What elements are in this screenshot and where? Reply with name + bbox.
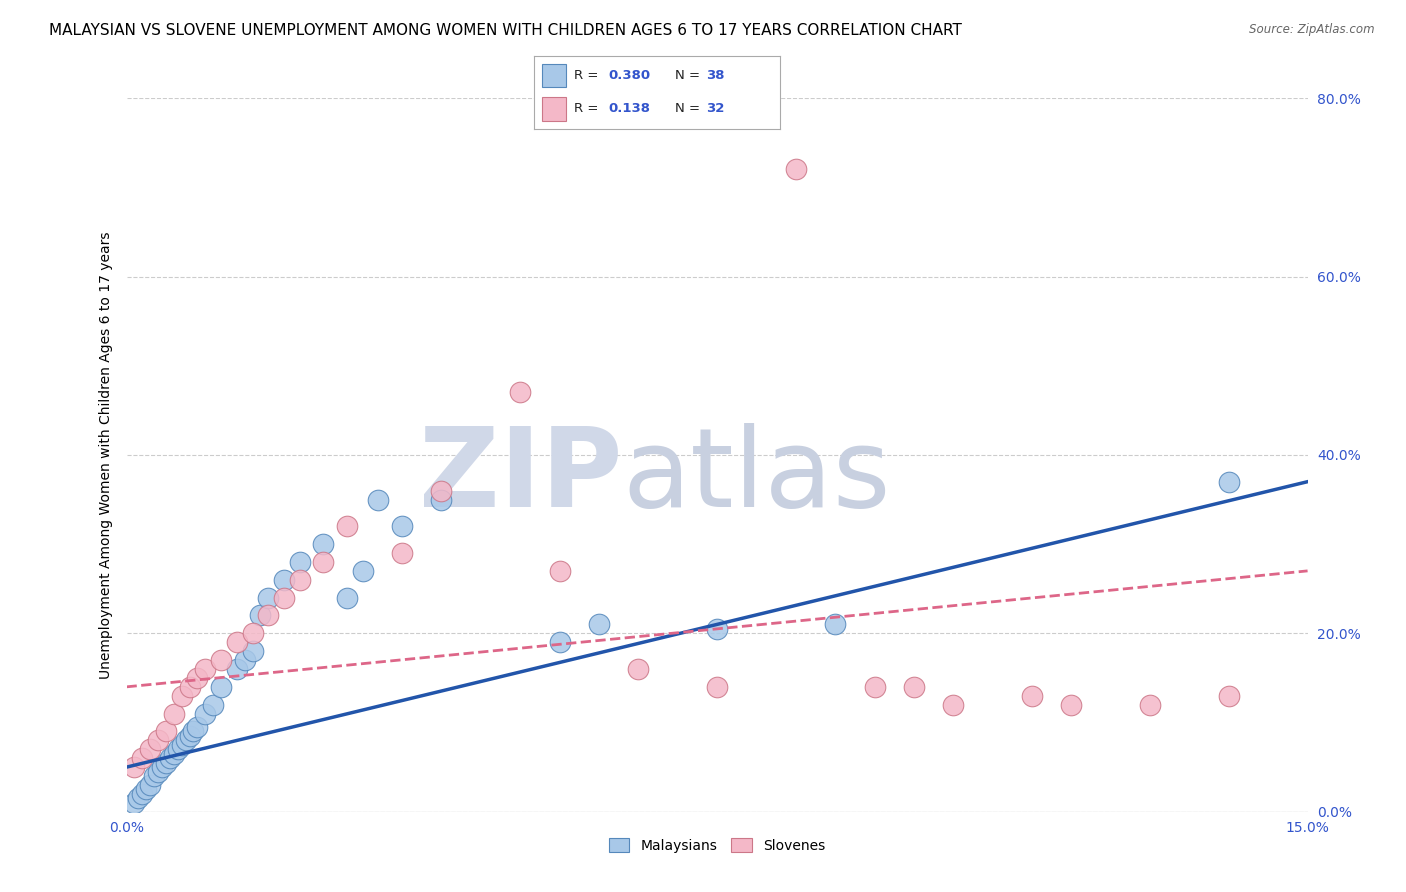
Point [288, 573, 311, 587]
Text: ZIP: ZIP [419, 423, 623, 530]
Point [1218, 475, 1240, 489]
Point [202, 698, 225, 712]
Point [312, 555, 335, 569]
Point [312, 537, 335, 551]
Point [135, 782, 157, 797]
Bar [541, 63, 567, 87]
Point [273, 591, 295, 605]
Point [159, 751, 181, 765]
Text: 32: 32 [706, 103, 725, 115]
Bar [541, 97, 567, 120]
Point [863, 680, 886, 694]
Point [1021, 689, 1043, 703]
Point [391, 546, 413, 560]
Point [336, 591, 359, 605]
Point [942, 698, 965, 712]
Point [903, 680, 925, 694]
Point [785, 162, 807, 177]
Text: N =: N = [675, 103, 700, 115]
Point [131, 787, 153, 801]
Point [367, 492, 389, 507]
Point [186, 671, 208, 685]
Text: 38: 38 [706, 69, 725, 82]
Point [548, 564, 571, 578]
Point [163, 747, 186, 761]
Point [170, 689, 193, 703]
Point [179, 680, 201, 694]
Point [183, 724, 205, 739]
Point [391, 519, 413, 533]
Text: N =: N = [675, 69, 700, 82]
Point [706, 622, 728, 636]
Text: atlas: atlas [623, 423, 891, 530]
Point [194, 706, 217, 721]
Point [1139, 698, 1161, 712]
Point [124, 760, 146, 774]
Point [186, 720, 208, 734]
Point [588, 617, 610, 632]
Point [548, 635, 571, 649]
Point [131, 751, 153, 765]
Point [209, 653, 232, 667]
Point [288, 555, 311, 569]
Point [174, 733, 197, 747]
Text: 0.380: 0.380 [607, 69, 650, 82]
Y-axis label: Unemployment Among Women with Children Ages 6 to 17 years: Unemployment Among Women with Children A… [98, 231, 112, 679]
Point [242, 644, 264, 658]
Text: R =: R = [574, 69, 598, 82]
Point [127, 791, 149, 805]
Point [824, 617, 846, 632]
Point [273, 573, 295, 587]
Point [155, 724, 177, 739]
Point [139, 742, 162, 756]
Point [143, 769, 166, 783]
Point [352, 564, 374, 578]
Point [163, 706, 186, 721]
Point [155, 756, 177, 770]
Text: MALAYSIAN VS SLOVENE UNEMPLOYMENT AMONG WOMEN WITH CHILDREN AGES 6 TO 17 YEARS C: MALAYSIAN VS SLOVENE UNEMPLOYMENT AMONG … [49, 23, 962, 38]
Point [166, 742, 188, 756]
Point [170, 738, 193, 752]
Point [146, 733, 169, 747]
Point [1218, 689, 1240, 703]
Point [430, 483, 453, 498]
Point [249, 608, 271, 623]
Point [209, 680, 232, 694]
Point [627, 662, 650, 676]
Point [336, 519, 359, 533]
Point [257, 591, 280, 605]
Point [706, 680, 728, 694]
Point [139, 778, 162, 792]
Text: Source: ZipAtlas.com: Source: ZipAtlas.com [1250, 23, 1375, 37]
Point [225, 662, 247, 676]
Point [146, 764, 169, 779]
Text: R =: R = [574, 103, 598, 115]
Point [1060, 698, 1083, 712]
Point [242, 626, 264, 640]
Point [430, 492, 453, 507]
Text: 0.138: 0.138 [607, 103, 650, 115]
Point [233, 653, 256, 667]
Point [179, 729, 201, 743]
Point [194, 662, 217, 676]
Point [509, 385, 531, 400]
Legend: Malaysians, Slovenes: Malaysians, Slovenes [603, 832, 831, 858]
Point [150, 760, 173, 774]
Point [124, 796, 146, 810]
Point [225, 635, 247, 649]
Point [257, 608, 280, 623]
